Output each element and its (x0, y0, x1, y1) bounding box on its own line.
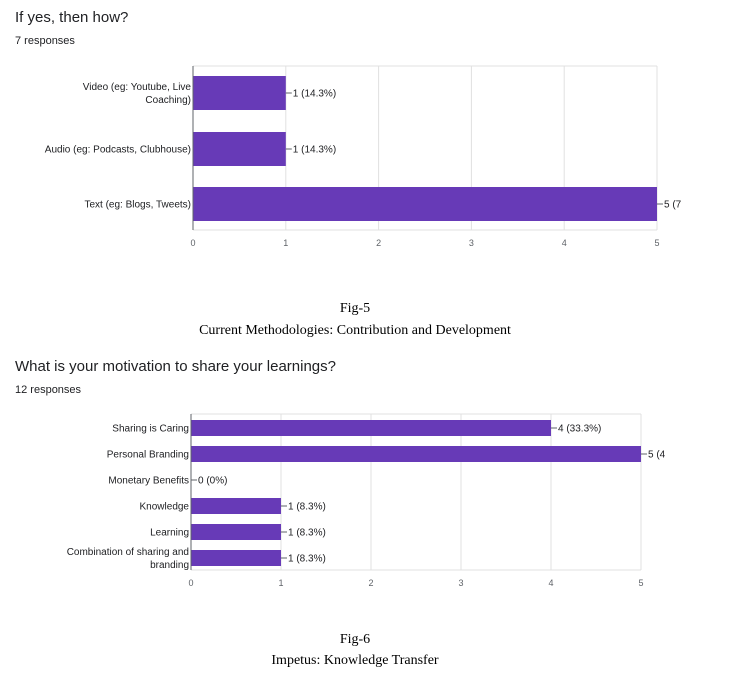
chart-2-category-label: Sharing is Caring (112, 424, 189, 435)
chart-1-bar (193, 76, 286, 110)
chart-2-bar (191, 420, 551, 436)
chart-2-title: What is your motivation to share your le… (15, 358, 336, 375)
chart-1-x-tick-label: 5 (654, 238, 659, 248)
chart-2-data-label: 1 (8.3%) (288, 528, 326, 539)
chart-2-x-tick-label: 3 (458, 578, 463, 588)
chart-2-x-tick-label: 0 (188, 578, 193, 588)
chart-2-x-tick-label: 4 (548, 578, 553, 588)
chart-2-data-label: 1 (8.3%) (288, 554, 326, 565)
chart-2-category-label: branding (150, 560, 189, 571)
chart-1-category-label: Coaching) (145, 95, 191, 106)
chart-1-bar (193, 132, 286, 166)
chart-2-bar (191, 524, 281, 540)
chart-1-category-label: Audio (eg: Podcasts, Clubhouse) (45, 145, 191, 156)
chart-2-x-tick-label: 5 (638, 578, 643, 588)
chart-1-x-tick-label: 1 (283, 238, 288, 248)
chart-2-response-count: 12 responses (15, 384, 82, 396)
chart-2-x-tick-label: 1 (278, 578, 283, 588)
chart-2-category-label: Learning (150, 528, 189, 539)
chart-1-title: If yes, then how? (15, 9, 128, 26)
chart-1-data-label: 1 (14.3%) (293, 145, 336, 156)
chart-1-x-tick-label: 4 (562, 238, 567, 248)
chart-2-data-label: 4 (33.3%) (558, 424, 601, 435)
chart-1-response-count: 7 responses (15, 35, 75, 47)
chart-2-category-label: Personal Branding (107, 450, 189, 461)
chart-2-bar (191, 446, 641, 462)
chart-1-figure-number: Fig-5 (340, 301, 370, 316)
chart-1-figure-caption: Current Methodologies: Contribution and … (199, 323, 511, 338)
chart-2-bar (191, 550, 281, 566)
chart-2-category-label: Combination of sharing and (67, 547, 189, 558)
chart-2-data-label: 5 (4 (648, 450, 666, 461)
chart-2-x-tick-label: 2 (368, 578, 373, 588)
chart-2-category-label: Monetary Benefits (108, 476, 189, 487)
chart-1-x-tick-label: 0 (190, 238, 195, 248)
chart-1-category-label: Video (eg: Youtube, Live (83, 82, 192, 93)
chart-2-data-label: 1 (8.3%) (288, 502, 326, 513)
chart-1-x-tick-label: 2 (376, 238, 381, 248)
chart-1-category-label: Text (eg: Blogs, Tweets) (84, 200, 191, 211)
chart-1-data-label: 5 (7 (664, 200, 682, 211)
chart-2-figure-number: Fig-6 (340, 632, 370, 647)
chart-2-bar (191, 498, 281, 514)
chart-1-data-label: 1 (14.3%) (293, 89, 336, 100)
chart-1-x-tick-label: 3 (469, 238, 474, 248)
chart-2-figure-caption: Impetus: Knowledge Transfer (271, 653, 439, 668)
chart-1-bar (193, 187, 657, 221)
chart-2-data-label: 0 (0%) (198, 476, 227, 487)
chart-2-category-label: Knowledge (140, 502, 190, 513)
